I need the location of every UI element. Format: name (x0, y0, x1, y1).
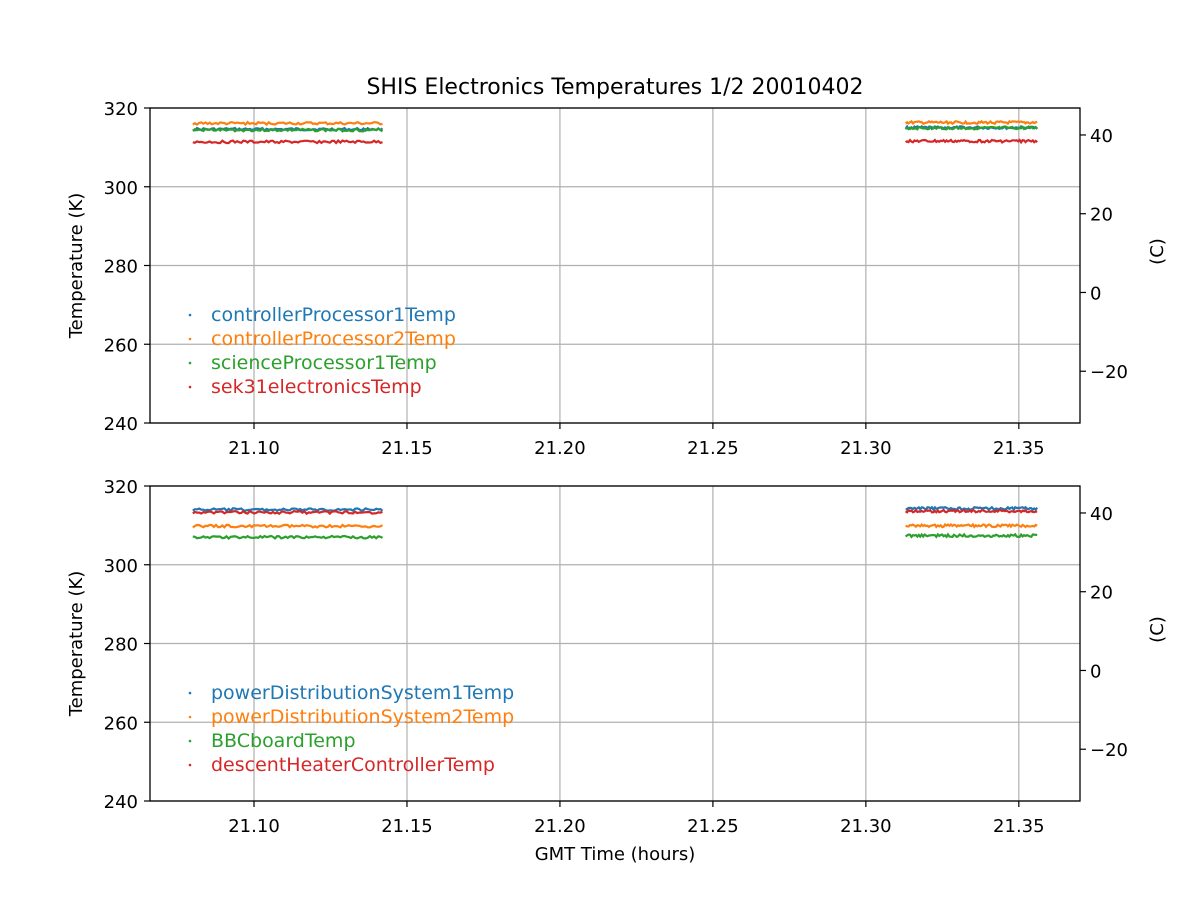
legend-label: controllerProcessor1Temp (211, 304, 456, 326)
legend-marker (188, 763, 192, 767)
data-trace (192, 139, 383, 145)
x-axis-label: GMT Time (hours) (535, 844, 696, 865)
x-tick-label: 21.20 (534, 816, 586, 837)
right-y-tick-label: 0 (1090, 661, 1101, 682)
legend-label: powerDistributionSystem2Temp (211, 706, 514, 728)
x-tick-label: 21.15 (381, 816, 433, 837)
data-trace (904, 119, 1038, 126)
y-tick-label: 300 (104, 178, 138, 199)
legend-marker (188, 385, 192, 389)
y-tick-label: 240 (104, 414, 138, 435)
right-y-tick-label: 20 (1090, 583, 1113, 604)
legend: controllerProcessor1TempcontrollerProces… (188, 304, 456, 398)
bottom-panel: 21.10 21.15 21.20 21.25 21.30 21.35 240 260 280 3… (66, 477, 1168, 837)
y-tick-label: 260 (104, 335, 138, 356)
data-trace (192, 509, 383, 516)
series-BBCboardTemp (192, 532, 1038, 540)
data-trace (192, 523, 384, 529)
x-tick-label: 21.25 (687, 816, 739, 837)
y-tick-label: 300 (104, 556, 138, 577)
right-y-tick-label: 40 (1090, 504, 1113, 525)
y-axis-label: Temperature (K) (66, 571, 87, 718)
x-tick-label: 21.30 (840, 438, 892, 459)
legend-marker (188, 691, 192, 695)
y-axis-label: Temperature (K) (66, 193, 87, 340)
right-y-axis-label: (C) (1147, 238, 1168, 265)
right-y-axis-label: (C) (1147, 616, 1168, 643)
y-tick-label: 280 (104, 257, 138, 278)
data-trace (904, 508, 1038, 514)
data-trace (192, 120, 383, 127)
data-trace (905, 125, 1038, 131)
series-powerDistributionSystem2Temp (192, 522, 1038, 529)
data-trace (905, 138, 1038, 145)
data-trace (905, 522, 1038, 529)
legend-marker (188, 739, 192, 743)
x-tick-label: 21.35 (993, 438, 1045, 459)
data-trace (904, 532, 1038, 539)
right-y-tick-label: −20 (1090, 740, 1128, 761)
x-tick-label: 21.10 (228, 816, 280, 837)
data-trace (905, 505, 1039, 512)
legend: powerDistributionSystem1TemppowerDistrib… (188, 682, 514, 776)
x-tick-label: 21.20 (534, 438, 586, 459)
data-trace (192, 127, 384, 133)
series-powerDistributionSystem1Temp (192, 505, 1039, 513)
series-controllerProcessor2Temp (192, 119, 1038, 127)
legend-label: BBCboardTemp (211, 730, 356, 752)
data-trace (192, 534, 384, 540)
right-y-tick-label: 40 (1090, 126, 1113, 147)
x-tick-label: 21.35 (993, 816, 1045, 837)
data-trace (192, 507, 384, 513)
right-y-tick-label: 20 (1090, 205, 1113, 226)
x-tick-label: 21.15 (381, 438, 433, 459)
legend-label: scienceProcessor1Temp (211, 352, 437, 374)
y-tick-label: 280 (104, 635, 138, 656)
y-tick-label: 320 (104, 99, 138, 120)
y-tick-label: 260 (104, 713, 138, 734)
right-y-tick-label: −20 (1090, 362, 1128, 383)
legend-marker (188, 313, 192, 317)
top-panel: 21.10 21.15 21.20 21.25 21.30 21.35 240 260 280 3… (66, 99, 1168, 459)
x-tick-label: 21.10 (228, 438, 280, 459)
x-tick-label: 21.30 (840, 816, 892, 837)
legend-label: powerDistributionSystem1Temp (211, 682, 514, 704)
y-tick-label: 320 (104, 477, 138, 498)
legend-marker (188, 337, 192, 341)
series-descentHeaterControllerTemp (192, 508, 1038, 516)
y-tick-label: 240 (104, 792, 138, 813)
right-y-tick-label: 0 (1090, 283, 1101, 304)
x-tick-label: 21.25 (687, 438, 739, 459)
legend-marker (188, 361, 192, 365)
legend-label: sek31electronicsTemp (211, 376, 422, 398)
legend-label: descentHeaterControllerTemp (211, 754, 495, 776)
legend-label: controllerProcessor2Temp (211, 328, 456, 350)
legend-marker (188, 715, 192, 719)
series-sek31electronicsTemp (192, 138, 1038, 145)
series-scienceProcessor1Temp (192, 125, 1038, 133)
chart-title: SHIS Electronics Temperatures 1/2 200104… (366, 75, 863, 100)
